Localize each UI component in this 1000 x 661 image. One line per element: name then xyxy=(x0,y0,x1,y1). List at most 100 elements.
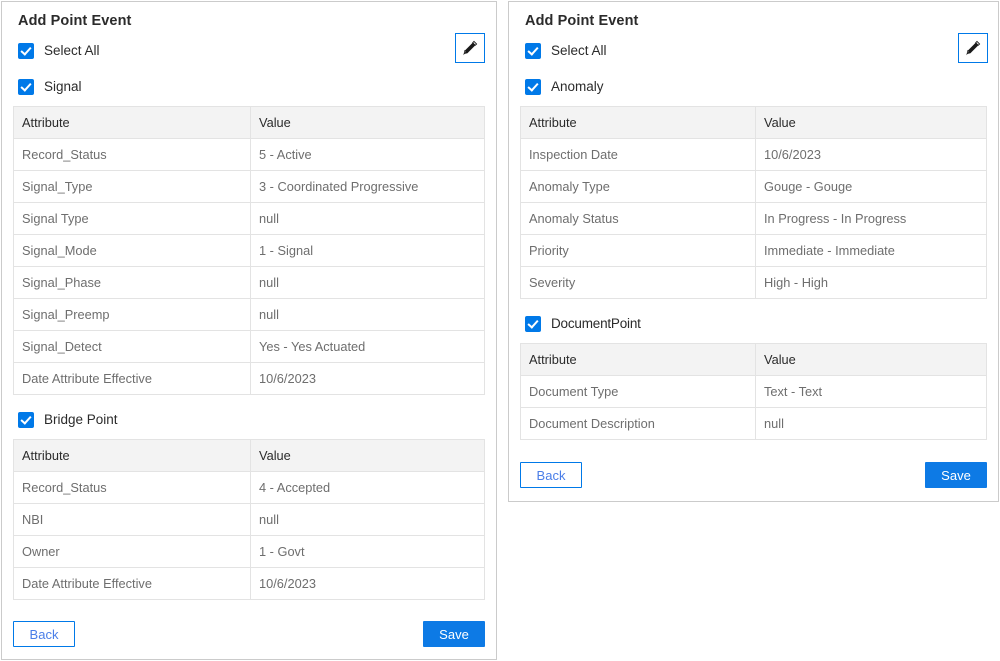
cell-attribute: Signal_Preemp xyxy=(13,298,251,331)
back-button[interactable]: Back xyxy=(520,462,582,488)
group-checkbox-row-bridge-point[interactable]: Bridge Point xyxy=(18,410,485,430)
pencil-icon-button[interactable] xyxy=(958,33,988,63)
cell-attribute: Signal_Type xyxy=(13,170,251,203)
column-header-attribute: Attribute xyxy=(13,439,251,472)
table-row: Signal_Type 3 - Coordinated Progressive xyxy=(13,170,485,203)
cell-attribute: Priority xyxy=(520,234,756,267)
cell-value: 10/6/2023 xyxy=(755,138,987,171)
cell-attribute: Severity xyxy=(520,266,756,299)
cell-value: Immediate - Immediate xyxy=(755,234,987,267)
signal-checkbox[interactable] xyxy=(18,78,34,95)
cell-value: 10/6/2023 xyxy=(250,567,485,600)
select-all-checkbox[interactable] xyxy=(525,42,541,59)
select-all-checkbox[interactable] xyxy=(18,42,34,59)
cell-value: null xyxy=(250,202,485,235)
anomaly-checkbox[interactable] xyxy=(525,78,541,95)
group-label-anomaly: Anomaly xyxy=(551,78,604,94)
column-header-value: Value xyxy=(250,439,485,472)
cell-attribute: Date Attribute Effective xyxy=(13,567,251,600)
cell-value: High - High xyxy=(755,266,987,299)
bridge-point-checkbox[interactable] xyxy=(18,411,34,428)
table-row: Signal_Mode 1 - Signal xyxy=(13,234,485,267)
table-row: Signal_Detect Yes - Yes Actuated xyxy=(13,330,485,363)
cell-value: null xyxy=(250,503,485,536)
cell-attribute: Signal_Mode xyxy=(13,234,251,267)
cell-value: 1 - Signal xyxy=(250,234,485,267)
spacer xyxy=(520,299,987,314)
add-point-event-panel-left: Add Point Event Select All Signal xyxy=(1,1,497,660)
cell-value: 10/6/2023 xyxy=(250,362,485,395)
table-row: Signal Type null xyxy=(13,202,485,235)
cell-attribute: Signal Type xyxy=(13,202,251,235)
group-checkbox-row-signal[interactable]: Signal xyxy=(18,77,485,97)
cell-attribute: NBI xyxy=(13,503,251,536)
group-checkbox-row-anomaly[interactable]: Anomaly xyxy=(525,77,987,97)
cell-attribute: Signal_Detect xyxy=(13,330,251,363)
attribute-table-wrap-anomaly: Attribute Value Inspection Date 10/6/202… xyxy=(520,105,987,299)
group-label-bridge-point: Bridge Point xyxy=(44,411,118,427)
cell-value: null xyxy=(250,298,485,331)
cell-value: In Progress - In Progress xyxy=(755,202,987,235)
attribute-table-wrap-bridge-point: Attribute Value Record_Status 4 - Accept… xyxy=(13,438,485,600)
back-button[interactable]: Back xyxy=(13,621,75,647)
cell-attribute: Inspection Date xyxy=(520,138,756,171)
save-button[interactable]: Save xyxy=(423,621,485,647)
documentpoint-checkbox[interactable] xyxy=(525,315,541,332)
column-header-value: Value xyxy=(250,106,485,139)
table-row: Signal_Phase null xyxy=(13,266,485,299)
table-row: Priority Immediate - Immediate xyxy=(520,234,987,267)
group-label-documentpoint: DocumentPoint xyxy=(551,315,641,331)
attribute-table-wrap-signal: Attribute Value Record_Status 5 - Active… xyxy=(13,105,485,395)
panel-right-content: Add Point Event Select All Anomaly xyxy=(509,2,998,501)
page-title: Add Point Event xyxy=(18,13,132,29)
cell-value: 4 - Accepted xyxy=(250,471,485,504)
panel-left-content: Add Point Event Select All Signal xyxy=(2,2,496,659)
save-button[interactable]: Save xyxy=(925,462,987,488)
cell-attribute: Anomaly Type xyxy=(520,170,756,203)
table-row: Owner 1 - Govt xyxy=(13,535,485,568)
column-header-attribute: Attribute xyxy=(13,106,251,139)
attribute-table-anomaly: Attribute Value Inspection Date 10/6/202… xyxy=(520,105,987,299)
add-point-event-panel-right: Add Point Event Select All Anomaly xyxy=(508,1,999,502)
column-header-attribute: Attribute xyxy=(520,106,756,139)
table-row: Inspection Date 10/6/2023 xyxy=(520,138,987,171)
group-checkbox-row-documentpoint[interactable]: DocumentPoint xyxy=(525,314,987,334)
table-row: Severity High - High xyxy=(520,266,987,299)
page-title: Add Point Event xyxy=(525,13,639,29)
cell-attribute: Signal_Phase xyxy=(13,266,251,299)
cell-attribute: Date Attribute Effective xyxy=(13,362,251,395)
select-all-row[interactable]: Select All xyxy=(18,41,485,61)
pencil-icon xyxy=(461,39,479,57)
table-row: Anomaly Type Gouge - Gouge xyxy=(520,170,987,203)
cell-attribute: Document Description xyxy=(520,407,756,440)
cell-value: 3 - Coordinated Progressive xyxy=(250,170,485,203)
group-label-signal: Signal xyxy=(44,78,82,94)
cell-attribute: Document Type xyxy=(520,375,756,408)
table-row: Date Attribute Effective 10/6/2023 xyxy=(13,567,485,600)
table-header-row: Attribute Value xyxy=(520,343,987,376)
footer-actions-right: Back Save xyxy=(520,462,987,488)
column-header-attribute: Attribute xyxy=(520,343,756,376)
attribute-table-signal: Attribute Value Record_Status 5 - Active… xyxy=(13,105,485,395)
table-header-row: Attribute Value xyxy=(13,106,485,139)
cell-attribute: Record_Status xyxy=(13,138,251,171)
select-all-row[interactable]: Select All xyxy=(525,41,987,61)
table-row: Anomaly Status In Progress - In Progress xyxy=(520,202,987,235)
table-row: Document Type Text - Text xyxy=(520,375,987,408)
column-header-value: Value xyxy=(755,106,987,139)
cell-attribute: Record_Status xyxy=(13,471,251,504)
attribute-table-bridge-point: Attribute Value Record_Status 4 - Accept… xyxy=(13,438,485,600)
cell-value: 5 - Active xyxy=(250,138,485,171)
table-row: NBI null xyxy=(13,503,485,536)
spacer xyxy=(13,395,485,410)
table-row: Document Description null xyxy=(520,407,987,440)
pencil-icon xyxy=(964,39,982,57)
table-row: Record_Status 4 - Accepted xyxy=(13,471,485,504)
table-row: Date Attribute Effective 10/6/2023 xyxy=(13,362,485,395)
table-header-row: Attribute Value xyxy=(520,106,987,139)
cell-value: 1 - Govt xyxy=(250,535,485,568)
attribute-table-documentpoint: Attribute Value Document Type Text - Tex… xyxy=(520,342,987,440)
pencil-icon-button[interactable] xyxy=(455,33,485,63)
cell-value: Gouge - Gouge xyxy=(755,170,987,203)
